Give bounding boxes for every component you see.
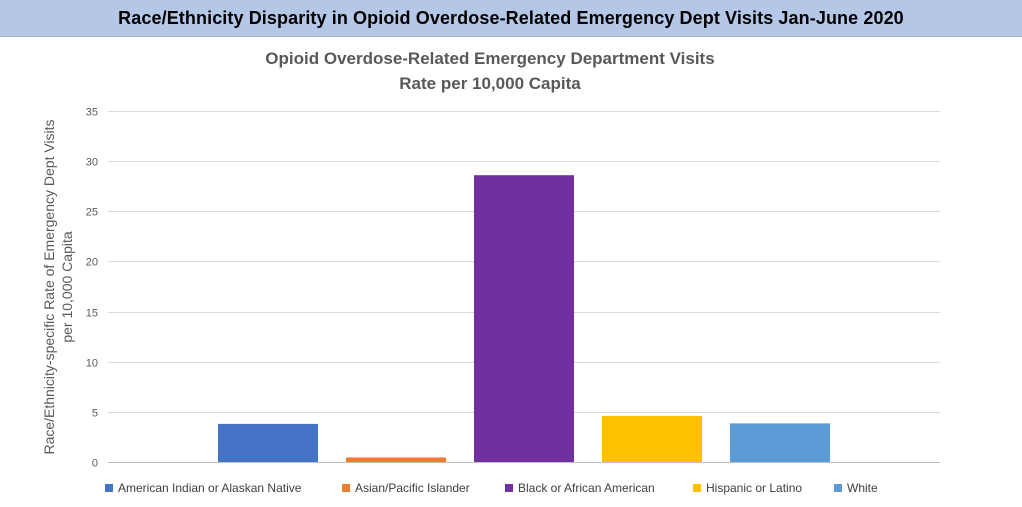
legend-item: American Indian or Alaskan Native xyxy=(105,478,301,498)
bar xyxy=(730,423,830,462)
chart-legend: American Indian or Alaskan Native Asian/P… xyxy=(0,478,1022,498)
legend-label: White xyxy=(847,481,878,495)
y-tick-label: 20 xyxy=(86,257,98,269)
legend-label: Asian/Pacific Islander xyxy=(355,481,470,495)
y-tick-label: 25 xyxy=(86,207,98,219)
legend-item: White xyxy=(834,478,878,498)
chart-title-block: Opioid Overdose-Related Emergency Depart… xyxy=(0,46,980,96)
legend-label: Hispanic or Latino xyxy=(706,481,803,495)
bar xyxy=(474,175,574,462)
y-tick-label: 30 xyxy=(86,157,98,169)
chart-title: Opioid Overdose-Related Emergency Depart… xyxy=(265,49,715,68)
legend-item: Hispanic or Latino xyxy=(693,478,802,498)
page-banner: Race/Ethnicity Disparity in Opioid Overd… xyxy=(0,0,1022,37)
bar xyxy=(602,415,702,462)
y-tick-label: 5 xyxy=(92,408,98,420)
y-tick-label: 0 xyxy=(92,458,98,470)
legend-swatch xyxy=(834,484,842,492)
y-axis-label-line: Race/Ethnicity-specific Rate of Emergenc… xyxy=(41,119,57,454)
legend-item: Asian/Pacific Islander xyxy=(342,478,470,498)
legend-item: Black or African American xyxy=(505,478,655,498)
y-tick-label: 10 xyxy=(86,358,98,370)
y-axis-label-line: per 10,000 Capita xyxy=(59,231,75,343)
y-tick-label: 35 xyxy=(86,107,98,119)
bar xyxy=(346,457,446,462)
legend-swatch xyxy=(693,484,701,492)
legend-label: Black or African American xyxy=(518,481,655,495)
legend-swatch xyxy=(342,484,350,492)
bar xyxy=(218,423,318,462)
legend-swatch xyxy=(105,484,113,492)
banner-title: Race/Ethnicity Disparity in Opioid Overd… xyxy=(118,7,904,28)
chart-subtitle: Rate per 10,000 Capita xyxy=(399,74,581,93)
y-tick-label: 15 xyxy=(86,308,98,320)
legend-label: American Indian or Alaskan Native xyxy=(118,481,302,495)
legend-swatch xyxy=(505,484,513,492)
y-axis-label: Race/Ethnicity-specific Rate of Emergenc… xyxy=(41,119,75,454)
